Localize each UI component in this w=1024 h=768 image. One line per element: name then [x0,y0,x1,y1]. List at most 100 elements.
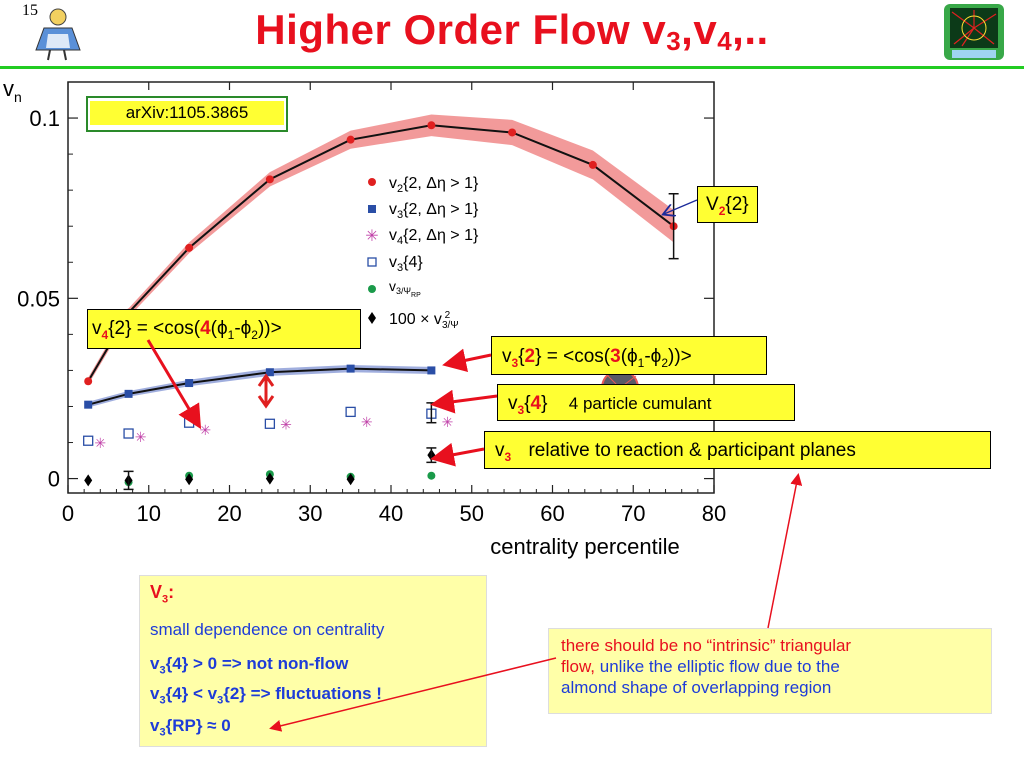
x-tick-label-80: 80 [702,501,726,526]
data-point-s0-2 [185,243,194,252]
data-point-s5-2 [185,473,194,486]
y-tick-label-0.1: 0.1 [29,106,60,131]
data-point-s2-5: ✳ [442,414,454,430]
data-point-s1-4 [346,364,355,373]
x-tick-label-50: 50 [460,501,484,526]
callout-v3-rp-desc: relative to reaction & participant plane… [528,440,856,461]
callout-v2: V2{2} [697,186,758,223]
callout-v4-s1: 1 [227,327,235,342]
legend-marker-v3 [368,205,376,213]
data-point-s2-4: ✳ [361,414,373,430]
data-point-s2-2: ✳ [199,422,211,438]
data-point-s0-6 [508,128,517,137]
callout-v4-base: v [92,318,102,339]
data-point-s0-0 [84,377,93,386]
callout-v3-dash: -ϕ [644,346,662,367]
legend-label-v2: v2{2, Δη > 1} [389,175,479,195]
callout-v3-cos: v3{2} = <cos(3(ϕ1-ϕ2))> [491,336,767,375]
callout-v2-base: V [706,194,719,215]
callout-v3-rp: v3 relative to reaction & participant pl… [484,431,991,469]
legend: v2{2, Δη > 1} v3{2, Δη > 1} ✳ v4{2, Δη >… [365,175,479,331]
legend-marker-v4: ✳ [365,228,378,245]
note-line-centrality: small dependence on centrality [150,620,385,639]
note-heading: V3: [150,582,175,606]
x-tick-label-30: 30 [298,501,322,526]
x-tick-label-60: 60 [540,501,564,526]
legend-marker-v3-rp [368,285,376,293]
callout-v3-base: v [502,346,512,367]
title-sub-3: 3 [666,26,682,56]
note-line-nonflow: v3{4} > 0 => not non-flow [150,654,349,677]
legend-marker-v2 [368,178,376,186]
title-main: Higher Order Flow v [255,6,667,53]
note-right-line1: there should be no “intrinsic” triangula… [561,636,852,655]
data-point-s2-0: ✳ [94,435,106,451]
callout-v3-4-num: 4 [530,393,542,414]
x-tick-label-0: 0 [62,501,74,526]
callout-v4-s2: 2 [251,327,258,342]
callout-v2-rest: {2} [725,194,749,215]
callout-v3-4-base: v [508,393,518,414]
x-tick-label-40: 40 [379,501,403,526]
data-point-s1-3 [265,368,274,377]
data-point-s0-5 [427,121,436,130]
legend-label-v3: v3{2, Δη > 1} [389,201,479,221]
slide-number: 15 [22,2,38,19]
title-end: ,.. [732,6,769,53]
callout-v3-num2: 3 [610,346,621,367]
note-line-rp: v3{RP} ≈ 0 [150,716,231,739]
data-point-s1-5 [427,366,436,375]
title-underline [0,66,1024,69]
callout-v3-mid: } = <cos( [535,346,611,367]
data-point-s3-1 [123,428,134,439]
callout-v3-rp-base: v [495,440,505,461]
flow-chart: 0 10 20 30 40 50 60 70 80 0 0.05 0.1 ✳ ✳ ✳ ✳ ✳ ✳ vn cent… [3,76,726,559]
data-point-s5-4 [346,473,355,486]
callout-v4-num: 4 [200,318,211,339]
callout-v4-sub: 4 [101,327,109,342]
data-point-s3-4 [345,406,356,418]
x-axis-label: centrality percentile [490,534,680,559]
callout-v3-s1: 1 [637,355,645,370]
callout-v3-mid2: (ϕ [620,346,638,367]
y-tick-label-0.05: 0.05 [17,286,60,311]
x-tick-label-70: 70 [621,501,645,526]
data-point-s3-2 [183,417,195,428]
callout-v3-pre: { [518,346,525,367]
callout-v2-sub: 2 [718,203,726,218]
callout-v4-dash: -ϕ [234,318,252,339]
x-tick-label-10: 10 [137,501,161,526]
data-point-s2-1: ✳ [135,429,147,445]
note-right-line2: flow, unlike the elliptic flow due to th… [561,657,840,676]
callout-v3-end: ))> [668,346,692,367]
data-point-s1-0 [84,400,93,409]
callout-v3-4-close: } [541,393,548,414]
callout-v4-pre: {2} = <cos( [108,318,201,339]
callout-v3-4-open: { [524,393,531,414]
data-point-s4-4 [427,471,436,480]
legend-marker-v3-4 [367,257,377,267]
callout-v4-cos: v4{2} = <cos(4(ϕ1-ϕ2))> [87,309,361,349]
data-point-s1-2 [185,379,194,388]
data-point-s3-3 [264,418,276,429]
note-right-line3: almond shape of overlapping region [561,678,832,697]
series-line-1 [87,367,432,406]
legend-label-v3-psi2: 100 × v3/Ψ2 [389,310,459,331]
legend-marker-v3-psi2 [368,312,376,324]
callout-v3-rp-sub: 3 [504,449,512,464]
data-point-s0-7 [588,160,597,169]
callout-v3-s2: 2 [661,355,669,370]
callout-v3-4-desc: 4 particle cumulant [568,394,712,413]
callout-v3-4-sub: 3 [517,402,525,417]
data-point-s1-1 [124,389,133,398]
data-point-s2-3: ✳ [280,417,292,433]
slide-title: Higher Order Flow v3,v4,.. [0,6,1024,57]
y-tick-label-0: 0 [48,467,60,492]
v3-summary-note: V3: small dependence on centrality v3{4}… [139,575,487,747]
legend-label-v4: v4{2, Δη > 1} [389,227,479,247]
y-axis-label: vn [3,76,22,105]
alice-experiment-logo [944,4,1004,60]
triangular-flow-note: there should be no “intrinsic” triangula… [548,628,992,714]
callout-v4-mid: (ϕ [210,318,228,339]
callout-v3-4: v3{4} 4 particle cumulant [497,384,795,421]
